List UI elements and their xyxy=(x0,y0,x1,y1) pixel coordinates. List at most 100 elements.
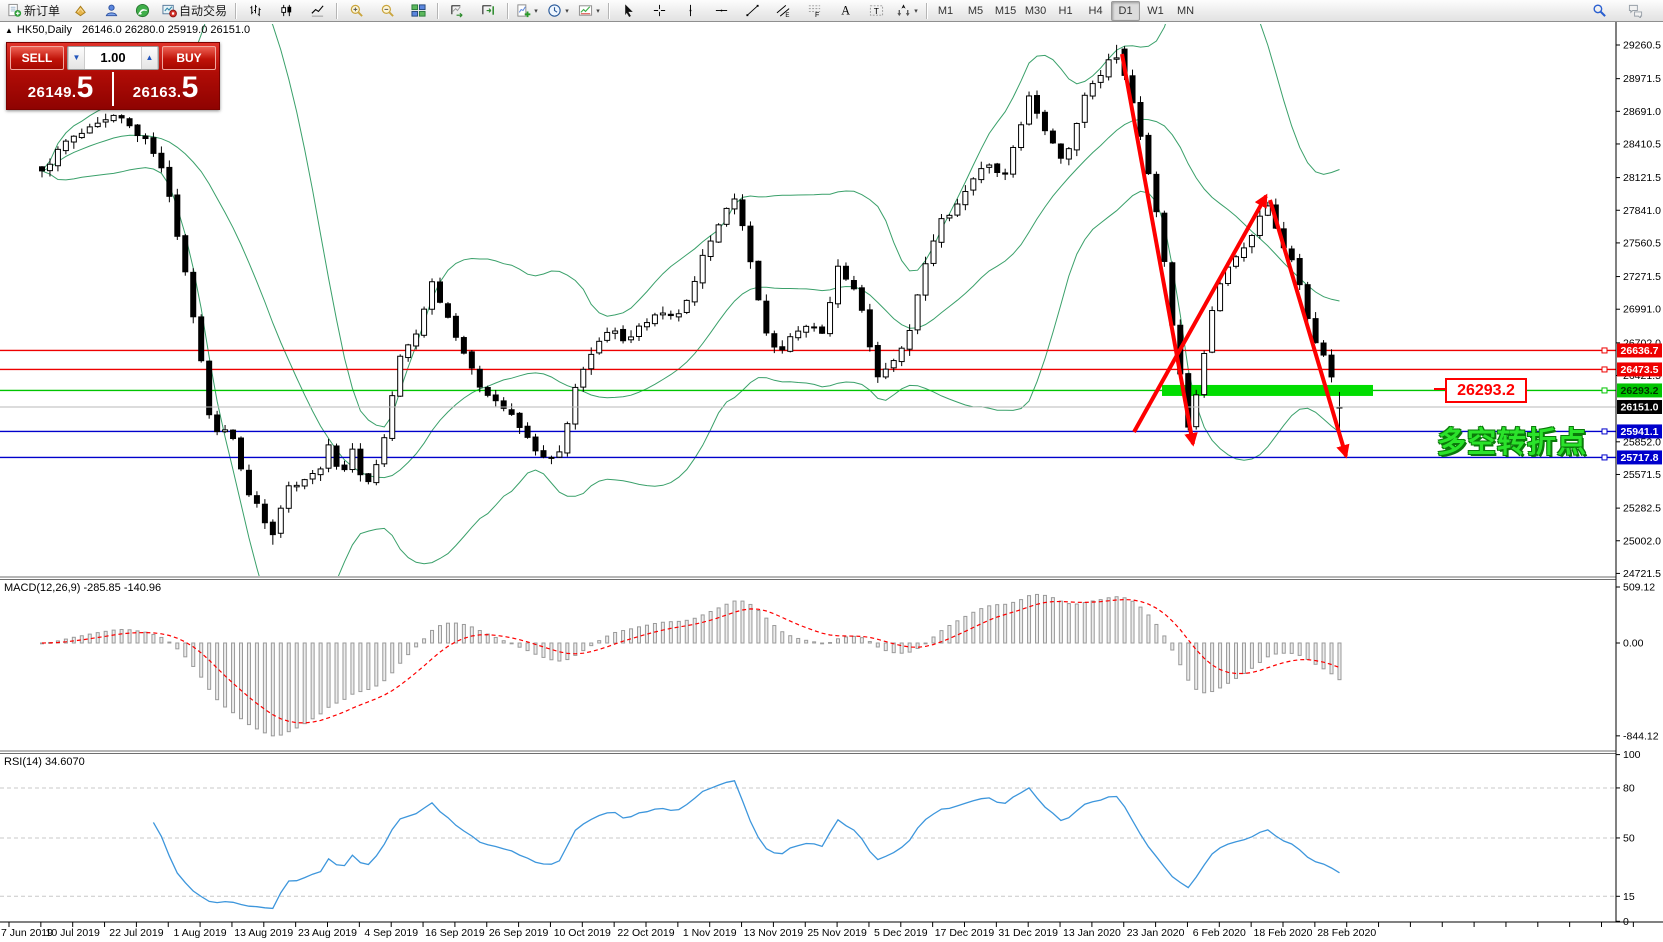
svg-text:-844.12: -844.12 xyxy=(1623,730,1659,742)
buy-price[interactable]: 26163. 5 xyxy=(132,71,199,104)
text-label-tool[interactable]: T xyxy=(861,0,891,22)
svg-text:50: 50 xyxy=(1623,832,1635,844)
fibonacci-icon: F xyxy=(807,3,822,18)
bar-chart-button[interactable] xyxy=(240,0,270,22)
horizontal-line-tool[interactable] xyxy=(706,0,736,22)
vertical-line-tool[interactable] xyxy=(675,0,705,22)
timeframe-M5[interactable]: M5 xyxy=(967,4,984,17)
fibonacci-tool[interactable]: F xyxy=(799,0,829,22)
timeframe-M30[interactable]: M30 xyxy=(1024,4,1047,17)
svg-text:0: 0 xyxy=(1623,916,1629,928)
search-button[interactable] xyxy=(1584,0,1614,22)
svg-text:26151.0: 26151.0 xyxy=(1621,402,1659,414)
svg-text:10 Oct 2019: 10 Oct 2019 xyxy=(554,927,611,939)
svg-text:27841.0: 27841.0 xyxy=(1623,205,1661,217)
crosshair-tool[interactable] xyxy=(644,0,674,22)
svg-text:23 Aug 2019: 23 Aug 2019 xyxy=(298,927,357,939)
timeframe-H4[interactable]: H4 xyxy=(1088,4,1103,17)
chevron-down-icon[interactable]: ▾ xyxy=(914,7,918,15)
timeframe-D1[interactable]: D1 xyxy=(1111,0,1141,21)
main-toolbar: 新订单 自动交易 ▾ ▾ ▾ E F A T ▾ M1 M5 M15 M30 H1 H4 D1 W1 MN xyxy=(0,0,1663,22)
chevron-down-icon[interactable]: ▾ xyxy=(534,7,538,15)
svg-text:25282.5: 25282.5 xyxy=(1623,503,1661,515)
line-chart-button[interactable] xyxy=(302,0,332,22)
hosting-button[interactable] xyxy=(96,0,126,22)
svg-text:23 Jan 2020: 23 Jan 2020 xyxy=(1127,927,1185,939)
svg-text:1 Aug 2019: 1 Aug 2019 xyxy=(174,927,227,939)
signals-button[interactable] xyxy=(127,0,157,22)
autotrading-button[interactable]: 自动交易 xyxy=(158,0,231,22)
indicators-button[interactable]: ▾ xyxy=(512,0,542,22)
svg-text:10 Jul 2019: 10 Jul 2019 xyxy=(46,927,100,939)
autotrading-icon xyxy=(162,3,177,18)
cursor-tool[interactable] xyxy=(613,0,643,22)
price-badge: 25941.1 xyxy=(1617,424,1662,439)
autotrading-button-label: 自动交易 xyxy=(179,4,228,18)
timeframe-H1[interactable]: H1 xyxy=(1058,4,1073,17)
community-button[interactable] xyxy=(65,0,95,22)
zoom-out-icon xyxy=(380,3,395,18)
price-badge: 26151.0 xyxy=(1617,400,1662,414)
trendline-tool[interactable] xyxy=(737,0,767,22)
timeframe-M1[interactable]: M1 xyxy=(937,4,954,17)
new-order-icon xyxy=(7,3,22,18)
svg-text:13 Jan 2020: 13 Jan 2020 xyxy=(1063,927,1121,939)
new-order-button[interactable]: 新订单 xyxy=(3,0,64,22)
chat-icon xyxy=(1628,3,1643,18)
toolbar-right-group xyxy=(1584,0,1650,22)
sell-button[interactable]: SELL xyxy=(10,46,64,70)
volume-input[interactable]: 1.00 xyxy=(100,50,126,65)
tile-windows-button[interactable] xyxy=(403,0,433,22)
chat-button[interactable] xyxy=(1620,0,1650,22)
templates-button[interactable]: ▾ xyxy=(574,0,604,22)
volume-decrease-button[interactable]: ▼ xyxy=(68,47,85,69)
chart-symbol-title: ▲ HK50,Daily 26146.0 26280.0 25919.0 26151… xyxy=(5,24,250,36)
chevron-down-icon[interactable]: ▾ xyxy=(565,7,569,15)
rsi-pane xyxy=(0,780,1616,910)
person-icon xyxy=(104,3,119,18)
bollinger-bands xyxy=(41,24,1340,576)
sell-price[interactable]: 26149. 5 xyxy=(27,71,94,104)
svg-text:29260.5: 29260.5 xyxy=(1623,40,1661,52)
svg-text:25 Nov 2019: 25 Nov 2019 xyxy=(807,927,867,939)
svg-text:25941.1: 25941.1 xyxy=(1621,426,1659,438)
label-icon: T xyxy=(869,3,884,18)
turning-point-annotation[interactable]: 多空转折点 xyxy=(1437,427,1588,459)
trend-arrows[interactable] xyxy=(1120,53,1350,459)
add-indicator-icon xyxy=(516,3,531,18)
price-badge: 26636.7 xyxy=(1617,343,1662,358)
periods-button[interactable]: ▾ xyxy=(543,0,573,22)
svg-text:5 Dec 2019: 5 Dec 2019 xyxy=(874,927,928,939)
collapse-icon[interactable]: ▲ xyxy=(5,26,13,35)
chevron-down-icon[interactable]: ▾ xyxy=(596,7,600,15)
timeframe-M15[interactable]: M15 xyxy=(994,4,1017,17)
volume-increase-button[interactable]: ▲ xyxy=(141,47,158,69)
clock-icon xyxy=(547,3,562,18)
arrows-tool[interactable]: ▾ xyxy=(892,0,922,22)
zoom-out-button[interactable] xyxy=(372,0,402,22)
svg-text:A: A xyxy=(841,4,850,18)
buy-button[interactable]: BUY xyxy=(162,46,216,70)
price-callout-label[interactable]: 26293.2 xyxy=(1445,378,1527,403)
support-zone-rectangle[interactable] xyxy=(1162,384,1373,396)
chart-shift-button[interactable] xyxy=(473,0,503,22)
zoom-in-button[interactable] xyxy=(341,0,371,22)
equidistant-channel-tool[interactable]: E xyxy=(768,0,798,22)
toolbar-separator xyxy=(336,2,338,19)
text-tool[interactable]: A xyxy=(830,0,860,22)
auto-scroll-button[interactable] xyxy=(442,0,472,22)
timeframe-MN[interactable]: MN xyxy=(1176,4,1195,17)
timeframe-W1[interactable]: W1 xyxy=(1147,4,1164,17)
svg-text:25852.0: 25852.0 xyxy=(1623,436,1661,448)
cursor-icon xyxy=(621,3,636,18)
toolbar-separator xyxy=(926,2,928,19)
macd-label: MACD(12,26,9) -285.85 -140.96 xyxy=(4,582,161,594)
svg-text:17 Dec 2019: 17 Dec 2019 xyxy=(935,927,995,939)
candlestick-button[interactable] xyxy=(271,0,301,22)
text-icon: A xyxy=(838,3,853,18)
arrows-icon xyxy=(896,3,911,18)
svg-text:26473.5: 26473.5 xyxy=(1621,364,1659,376)
